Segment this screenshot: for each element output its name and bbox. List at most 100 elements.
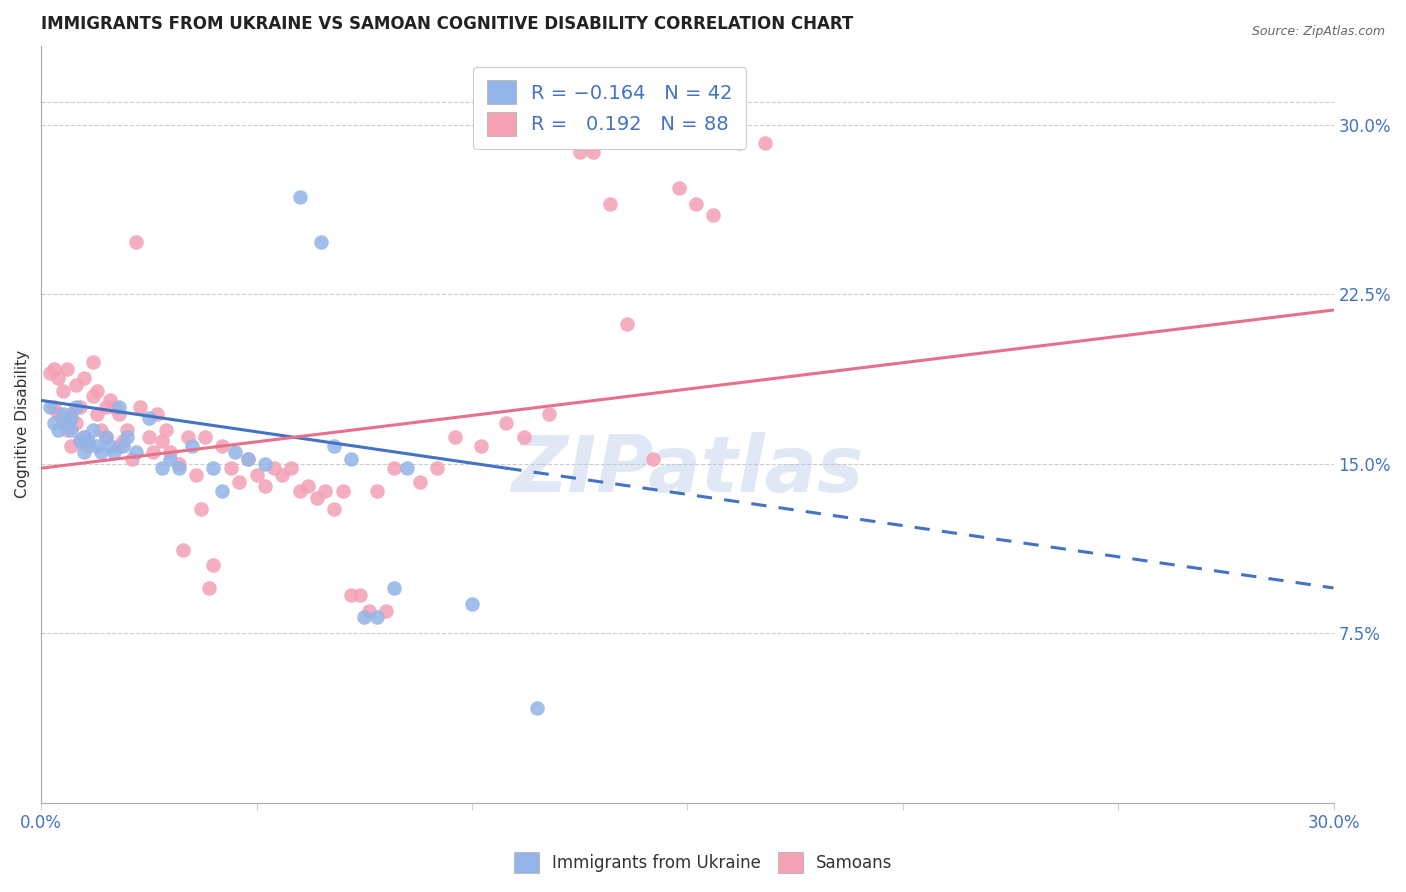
Point	[538, 407, 561, 421]
Point	[668, 181, 690, 195]
Point	[60, 407, 83, 421]
Point	[512, 429, 534, 443]
Point	[60, 439, 83, 453]
Point	[111, 434, 134, 448]
Point	[60, 423, 83, 437]
Point	[142, 445, 165, 459]
Point	[426, 461, 449, 475]
Point	[90, 445, 112, 459]
Point	[309, 235, 332, 250]
Point	[340, 452, 363, 467]
Point	[150, 434, 173, 448]
Point	[69, 400, 91, 414]
Point	[211, 439, 233, 453]
Legend: Immigrants from Ukraine, Samoans: Immigrants from Ukraine, Samoans	[508, 846, 898, 880]
Point	[86, 407, 108, 421]
Point	[685, 197, 707, 211]
Point	[297, 479, 319, 493]
Point	[702, 208, 724, 222]
Point	[616, 317, 638, 331]
Legend: R = −0.164   N = 42, R =   0.192   N = 88: R = −0.164 N = 42, R = 0.192 N = 88	[472, 67, 747, 149]
Point	[94, 429, 117, 443]
Point	[52, 407, 75, 421]
Point	[176, 429, 198, 443]
Point	[56, 361, 79, 376]
Point	[159, 452, 181, 467]
Point	[42, 400, 65, 414]
Point	[568, 145, 591, 159]
Point	[77, 439, 100, 453]
Point	[599, 197, 621, 211]
Point	[228, 475, 250, 489]
Point	[211, 483, 233, 498]
Point	[98, 393, 121, 408]
Point	[288, 190, 311, 204]
Point	[150, 461, 173, 475]
Point	[138, 429, 160, 443]
Point	[52, 416, 75, 430]
Point	[125, 445, 148, 459]
Point	[349, 588, 371, 602]
Point	[65, 400, 87, 414]
Point	[56, 423, 79, 437]
Point	[409, 475, 432, 489]
Point	[111, 439, 134, 453]
Point	[340, 588, 363, 602]
Point	[641, 452, 664, 467]
Point	[374, 603, 396, 617]
Point	[65, 416, 87, 430]
Point	[382, 581, 405, 595]
Point	[117, 429, 139, 443]
Point	[167, 461, 190, 475]
Point	[107, 407, 129, 421]
Point	[198, 581, 221, 595]
Point	[121, 452, 143, 467]
Point	[69, 434, 91, 448]
Point	[754, 136, 776, 150]
Point	[159, 445, 181, 459]
Point	[186, 467, 208, 482]
Point	[443, 429, 465, 443]
Point	[82, 423, 104, 437]
Point	[86, 384, 108, 399]
Point	[280, 461, 302, 475]
Point	[146, 407, 169, 421]
Point	[495, 416, 517, 430]
Point	[172, 542, 194, 557]
Point	[60, 411, 83, 425]
Point	[167, 457, 190, 471]
Point	[236, 452, 259, 467]
Point	[38, 400, 60, 414]
Point	[103, 445, 125, 459]
Point	[107, 439, 129, 453]
Point	[52, 384, 75, 399]
Point	[65, 377, 87, 392]
Point	[125, 235, 148, 250]
Point	[46, 407, 69, 421]
Point	[46, 371, 69, 385]
Point	[94, 429, 117, 443]
Point	[305, 491, 328, 505]
Point	[728, 136, 751, 150]
Point	[288, 483, 311, 498]
Point	[245, 467, 267, 482]
Point	[82, 355, 104, 369]
Point	[396, 461, 419, 475]
Point	[73, 429, 96, 443]
Point	[526, 700, 548, 714]
Point	[194, 429, 217, 443]
Point	[42, 416, 65, 430]
Point	[129, 400, 152, 414]
Point	[254, 457, 277, 471]
Point	[323, 501, 346, 516]
Y-axis label: Cognitive Disability: Cognitive Disability	[15, 350, 30, 499]
Point	[190, 501, 212, 516]
Point	[366, 610, 388, 624]
Point	[323, 439, 346, 453]
Point	[138, 411, 160, 425]
Point	[155, 423, 177, 437]
Point	[314, 483, 336, 498]
Point	[56, 416, 79, 430]
Point	[470, 439, 492, 453]
Point	[202, 461, 225, 475]
